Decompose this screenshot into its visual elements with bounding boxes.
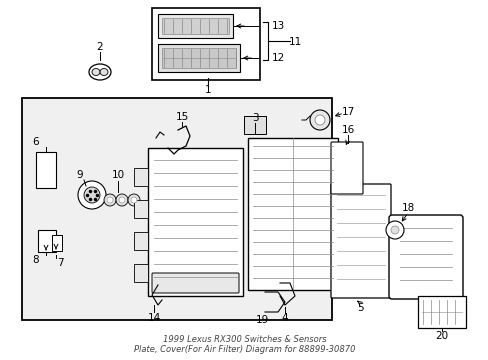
- Bar: [134, 200, 148, 218]
- Circle shape: [385, 221, 403, 239]
- Bar: [134, 232, 148, 250]
- Text: 15: 15: [175, 112, 188, 122]
- Bar: [162, 18, 228, 34]
- Circle shape: [131, 197, 137, 203]
- Text: 17: 17: [341, 107, 354, 117]
- Circle shape: [314, 115, 325, 125]
- Text: 2: 2: [97, 42, 103, 52]
- FancyBboxPatch shape: [152, 273, 239, 293]
- Text: 11: 11: [288, 37, 301, 47]
- Text: 20: 20: [434, 331, 447, 341]
- Text: 5: 5: [356, 303, 363, 313]
- Bar: [158, 14, 232, 38]
- Bar: [244, 116, 265, 134]
- FancyBboxPatch shape: [330, 142, 362, 194]
- Ellipse shape: [92, 68, 100, 76]
- Text: 13: 13: [271, 21, 284, 31]
- Bar: [36, 152, 56, 188]
- Text: 10: 10: [111, 170, 124, 180]
- Bar: [38, 230, 56, 252]
- Bar: [134, 264, 148, 282]
- Text: 3: 3: [251, 113, 258, 123]
- Text: 19: 19: [255, 315, 268, 325]
- Text: 4: 4: [281, 313, 288, 323]
- Circle shape: [390, 226, 398, 234]
- Circle shape: [116, 194, 128, 206]
- Text: 1999 Lexus RX300 Switches & Sensors
Plate, Cover(For Air Filter) Diagram for 888: 1999 Lexus RX300 Switches & Sensors Plat…: [134, 334, 354, 354]
- Bar: [22, 98, 331, 320]
- Text: 16: 16: [341, 125, 354, 135]
- Circle shape: [84, 187, 100, 203]
- Ellipse shape: [100, 68, 108, 76]
- Text: 9: 9: [77, 170, 83, 180]
- Bar: [52, 235, 62, 251]
- Bar: [417, 296, 465, 328]
- Bar: [134, 168, 148, 186]
- Ellipse shape: [89, 64, 111, 80]
- Circle shape: [128, 194, 140, 206]
- Text: 14: 14: [147, 313, 160, 323]
- Circle shape: [309, 110, 329, 130]
- FancyBboxPatch shape: [330, 184, 390, 298]
- Bar: [158, 44, 240, 72]
- Text: 12: 12: [271, 53, 284, 63]
- Bar: [152, 8, 260, 80]
- Circle shape: [104, 194, 116, 206]
- Circle shape: [78, 181, 106, 209]
- Text: 7: 7: [57, 258, 63, 268]
- Bar: [162, 48, 236, 68]
- Text: 1: 1: [204, 85, 211, 95]
- Bar: [247, 138, 337, 290]
- Text: 6: 6: [33, 137, 39, 147]
- FancyBboxPatch shape: [388, 215, 462, 299]
- Circle shape: [107, 197, 113, 203]
- Circle shape: [119, 197, 125, 203]
- Bar: [148, 148, 243, 296]
- Text: 18: 18: [401, 203, 414, 213]
- Text: 8: 8: [33, 255, 39, 265]
